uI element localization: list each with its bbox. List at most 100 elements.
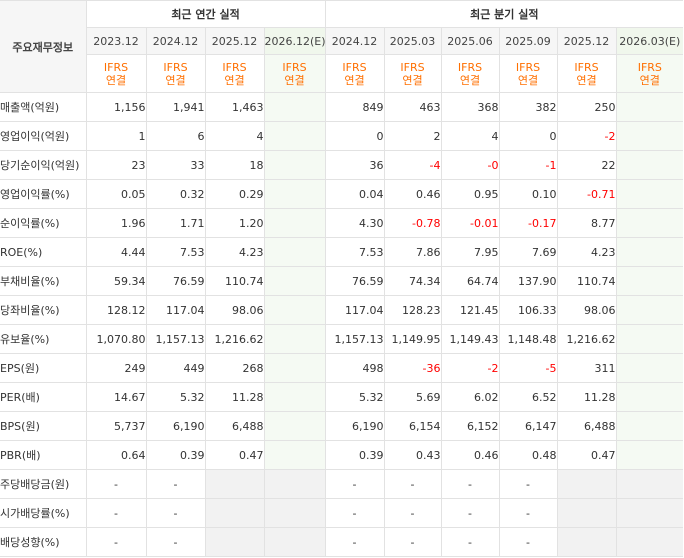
table-cell bbox=[263, 266, 326, 296]
table-cell bbox=[556, 469, 617, 499]
table-cell: 1,148.48 bbox=[498, 324, 558, 354]
table-cell: 498 bbox=[324, 353, 385, 383]
table-cell: 382 bbox=[498, 92, 558, 122]
table-cell: 7.86 bbox=[383, 237, 442, 267]
table-cell bbox=[615, 179, 684, 209]
period-header: 2025.03 bbox=[383, 27, 442, 55]
table-row: 시가배당률(%) - - - - - - bbox=[0, 498, 684, 528]
table-cell: - bbox=[85, 498, 147, 528]
table-cell: - bbox=[145, 469, 206, 499]
consolidated-label: 연결 bbox=[105, 73, 127, 87]
table-cell bbox=[615, 469, 684, 499]
table-cell: 110.74 bbox=[556, 266, 617, 296]
row-label: 매출액(억원) bbox=[0, 92, 87, 122]
table-cell: 6,147 bbox=[498, 411, 558, 441]
table-cell: 121.45 bbox=[440, 295, 500, 325]
row-label: 당기순이익(억원) bbox=[0, 150, 87, 180]
ifrs-label: IFRS bbox=[457, 60, 483, 74]
table-row: EPS(원) 249 449 268 498 -36 -2 -5 311 bbox=[0, 353, 684, 383]
ifrs-label: IFRS bbox=[342, 60, 367, 74]
consolidated-label: 연결 bbox=[224, 73, 245, 87]
table-cell: 0.64 bbox=[85, 440, 147, 470]
period-header: 2024.12 bbox=[324, 27, 385, 55]
ifrs-label: IFRS bbox=[163, 60, 188, 74]
table-cell: 4.23 bbox=[556, 237, 617, 267]
table-cell: 1,216.62 bbox=[204, 324, 265, 354]
table-cell: 6 bbox=[145, 121, 206, 151]
period-header: 2025.09 bbox=[498, 27, 558, 55]
table-cell bbox=[615, 150, 684, 180]
table-cell bbox=[204, 498, 265, 528]
table-cell bbox=[615, 527, 684, 557]
table-cell: 0 bbox=[498, 121, 558, 151]
table-cell: 1.20 bbox=[204, 208, 265, 238]
table-cell: 1,216.62 bbox=[556, 324, 617, 354]
table-cell: -0.78 bbox=[383, 208, 442, 238]
table-row: 매출액(억원) 1,156 1,941 1,463 849 463 368 382 250 bbox=[0, 92, 684, 122]
ifrs-basis-label: IFRS 연결 bbox=[556, 54, 617, 93]
period-header: 2026.12(E) bbox=[263, 27, 326, 55]
table-cell: -5 bbox=[498, 353, 558, 383]
table-cell bbox=[263, 92, 326, 122]
table-cell bbox=[263, 469, 326, 499]
table-row: BPS(원) 5,737 6,190 6,488 6,190 6,154 6,152 6,14… bbox=[0, 411, 684, 441]
table-cell: 311 bbox=[556, 353, 617, 383]
consolidated-label: 연결 bbox=[165, 73, 186, 87]
table-cell: 64.74 bbox=[440, 266, 500, 296]
table-cell: 76.59 bbox=[145, 266, 206, 296]
group-header-row: 주요재무정보 최근 연간 실적 최근 분기 실적 bbox=[0, 0, 684, 93]
table-cell: 18 bbox=[204, 150, 265, 180]
table-cell bbox=[263, 237, 326, 267]
period-header: 2024.12 bbox=[145, 27, 206, 55]
table-cell: 6.02 bbox=[440, 382, 500, 412]
table-cell bbox=[615, 353, 684, 383]
table-cell bbox=[615, 92, 684, 122]
period-header: 2026.03(E) bbox=[615, 27, 684, 55]
table-cell: 249 bbox=[85, 353, 147, 383]
row-label: EPS(원) bbox=[0, 353, 87, 383]
table-cell bbox=[615, 498, 684, 528]
consolidated-label: 연결 bbox=[402, 73, 423, 87]
table-cell: 1,157.13 bbox=[145, 324, 206, 354]
table-row: 당좌비율(%) 128.12 117.04 98.06 117.04 128.23 121.… bbox=[0, 295, 684, 325]
ifrs-label: IFRS bbox=[400, 60, 425, 74]
table-row: 영업이익률(%) 0.05 0.32 0.29 0.04 0.46 0.95 0.10 -0.7… bbox=[0, 179, 684, 209]
row-label: 배당성향(%) bbox=[0, 527, 87, 557]
table-cell: 0.48 bbox=[498, 440, 558, 470]
table-cell: 4 bbox=[204, 121, 265, 151]
corner-label: 주요재무정보 bbox=[0, 0, 87, 93]
table-cell: 6,488 bbox=[556, 411, 617, 441]
table-cell: - bbox=[145, 498, 206, 528]
table-cell: 1.71 bbox=[145, 208, 206, 238]
table-cell: - bbox=[440, 498, 500, 528]
table-cell: 8.77 bbox=[556, 208, 617, 238]
table-cell: 1,070.80 bbox=[85, 324, 147, 354]
table-cell: - bbox=[440, 469, 500, 499]
ifrs-header-row: IFRS 연결 IFRS 연결 IFRS 연결 IFRS 연결 IFRS 연결 IFRS 연결 IFRS… bbox=[0, 54, 684, 93]
table-cell: 59.34 bbox=[85, 266, 147, 296]
ifrs-basis-label: IFRS 연결 bbox=[204, 54, 265, 93]
consolidated-label: 연결 bbox=[284, 73, 305, 87]
table-cell: 74.34 bbox=[383, 266, 442, 296]
row-label: 시가배당률(%) bbox=[0, 498, 87, 528]
consolidated-label: 연결 bbox=[517, 73, 539, 87]
consolidated-label: 연결 bbox=[459, 73, 481, 87]
ifrs-basis-label: IFRS 연결 bbox=[498, 54, 558, 93]
row-label: 영업이익률(%) bbox=[0, 179, 87, 209]
ifrs-label: IFRS bbox=[282, 60, 307, 74]
table-cell bbox=[263, 498, 326, 528]
table-cell bbox=[615, 411, 684, 441]
table-cell: 11.28 bbox=[556, 382, 617, 412]
table-cell: 0.43 bbox=[383, 440, 442, 470]
row-label: 순이익률(%) bbox=[0, 208, 87, 238]
table-cell: 5.32 bbox=[145, 382, 206, 412]
table-cell: -0.17 bbox=[498, 208, 558, 238]
table-cell: - bbox=[383, 469, 442, 499]
table-cell: 22 bbox=[556, 150, 617, 180]
table-cell: - bbox=[85, 527, 147, 557]
table-cell: 1,156 bbox=[85, 92, 147, 122]
table-cell bbox=[615, 324, 684, 354]
table-cell: 7.69 bbox=[498, 237, 558, 267]
table-cell: 110.74 bbox=[204, 266, 265, 296]
